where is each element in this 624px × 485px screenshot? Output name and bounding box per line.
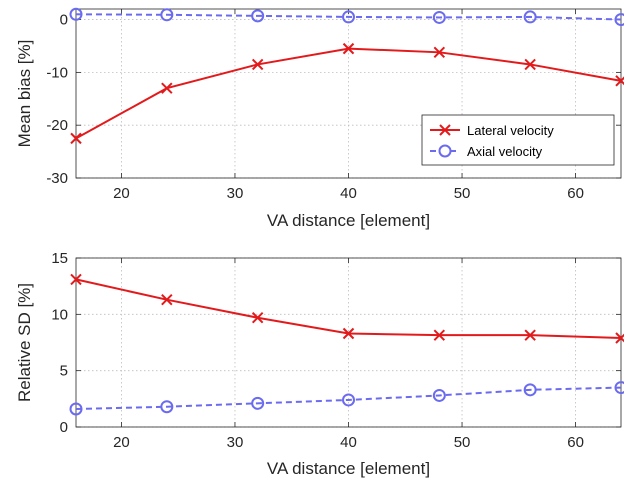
legend-entry-2: Axial velocity xyxy=(430,144,543,159)
data-point xyxy=(524,58,536,71)
x-tick-label: 50 xyxy=(454,185,471,202)
x-axis-label: VA distance [element] xyxy=(267,211,430,230)
x-axis-label: VA distance [element] xyxy=(267,459,430,478)
data-point xyxy=(615,332,624,344)
data-point xyxy=(70,273,82,286)
data-point xyxy=(251,9,265,23)
y-tick-label: 10 xyxy=(51,306,68,323)
y-axis-label: Mean bias [%] xyxy=(15,40,34,148)
data-point xyxy=(615,75,624,87)
data-point xyxy=(251,312,264,324)
chart-panel-1: 20 30 40 50 60 0 -10 -20 -30 VA distance [element… xyxy=(15,7,624,230)
x-tick-label: 60 xyxy=(567,434,584,451)
data-point xyxy=(614,13,624,27)
data-point xyxy=(342,327,355,340)
x-tick-label: 40 xyxy=(340,185,357,202)
series-2 xyxy=(69,381,624,416)
legend-marker xyxy=(439,124,451,136)
y-tick-label: -30 xyxy=(46,170,68,187)
y-tick-label: 0 xyxy=(60,419,68,436)
data-point xyxy=(524,329,536,341)
series-1 xyxy=(70,42,624,145)
y-tick-label: 0 xyxy=(60,12,68,29)
legend: Lateral velocity Axial velocity xyxy=(421,114,615,166)
x-tick-label: 20 xyxy=(113,434,130,451)
chart-panel-2: 20 30 40 50 60 0 5 10 15 VA distance [element] Rel… xyxy=(15,250,624,478)
x-tick-label: 60 xyxy=(567,185,584,202)
x-tick-label: 40 xyxy=(340,434,357,451)
data-point xyxy=(342,42,355,55)
data-point xyxy=(523,383,537,397)
x-tick-label: 30 xyxy=(227,185,244,202)
series-line xyxy=(75,386,622,410)
data-point xyxy=(70,132,82,145)
data-point xyxy=(161,82,173,94)
legend-box xyxy=(421,114,615,166)
legend-marker xyxy=(438,144,452,158)
data-point xyxy=(251,396,265,410)
data-point xyxy=(160,400,174,414)
data-point xyxy=(523,10,537,24)
series-line xyxy=(75,13,622,21)
y-tick-label: 5 xyxy=(60,363,68,380)
series-1 xyxy=(70,273,624,344)
x-tick-label: 30 xyxy=(227,434,244,451)
data-point xyxy=(342,393,355,407)
data-point xyxy=(342,10,355,24)
data-point xyxy=(433,46,446,59)
data-point xyxy=(69,402,83,416)
x-tick-label: 50 xyxy=(454,434,471,451)
data-point xyxy=(432,388,446,402)
y-axis-label: Relative SD [%] xyxy=(15,283,34,402)
data-point xyxy=(161,293,173,306)
y-tick-label: -10 xyxy=(46,64,68,81)
legend-label: Lateral velocity xyxy=(467,123,554,138)
y-tick-label: 15 xyxy=(51,250,68,267)
data-point xyxy=(160,8,174,22)
data-point xyxy=(69,7,83,21)
series-line xyxy=(75,278,622,339)
y-tick-label: -20 xyxy=(46,117,68,134)
series-2 xyxy=(69,7,624,27)
data-point xyxy=(251,58,264,71)
data-point xyxy=(432,10,446,24)
legend-label: Axial velocity xyxy=(467,144,543,159)
x-tick-label: 20 xyxy=(113,185,130,202)
data-point xyxy=(614,381,624,395)
data-point xyxy=(433,329,446,341)
legend-entry-1: Lateral velocity xyxy=(430,123,554,138)
